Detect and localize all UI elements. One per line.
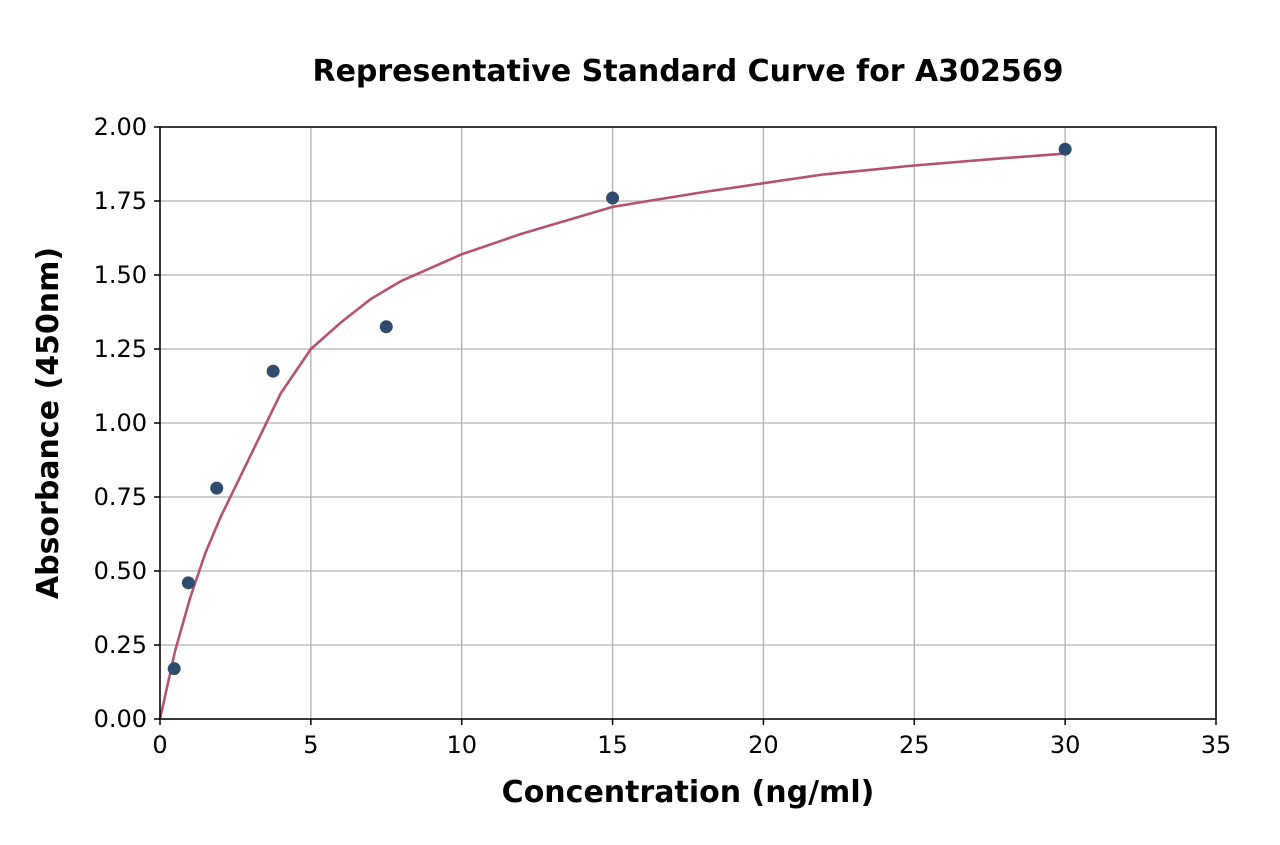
x-tick-label: 25: [899, 731, 930, 759]
y-tick-label: 0.75: [94, 483, 147, 511]
x-axis-label: Concentration (ng/ml): [502, 775, 875, 810]
x-tick-label: 30: [1050, 731, 1081, 759]
data-point: [379, 320, 393, 334]
x-tick-label: 15: [597, 731, 628, 759]
chart-title: Representative Standard Curve for A30256…: [312, 54, 1063, 89]
x-tick-label: 20: [748, 731, 779, 759]
x-tick-label: 10: [446, 731, 477, 759]
grid-lines: [159, 126, 1217, 720]
axis-ticks: 0 5 10 15 20 25 30 35 0.00 0.25 0.50 0.75 1.00 1.25 1.…: [94, 113, 1232, 759]
data-point: [606, 191, 620, 205]
x-tick-label: 0: [152, 731, 167, 759]
data-point: [1058, 142, 1072, 156]
data-point: [210, 481, 224, 495]
y-axis-label: Absorbance (450nm): [31, 247, 66, 599]
fitted-curve-layer: [158, 152, 1066, 720]
data-point: [181, 576, 195, 590]
fitted-curve-line: [158, 152, 1066, 720]
y-tick-label: 2.00: [94, 113, 147, 141]
y-tick-label: 0.50: [94, 557, 147, 585]
y-tick-label: 0.25: [94, 631, 147, 659]
y-tick-label: 1.25: [94, 335, 147, 363]
data-points-layer: [167, 142, 1072, 676]
data-point: [167, 662, 181, 676]
x-tick-label: 5: [303, 731, 318, 759]
y-tick-label: 1.00: [94, 409, 147, 437]
y-tick-label: 1.50: [94, 261, 147, 289]
y-tick-label: 0.00: [94, 705, 147, 733]
data-point: [266, 364, 280, 378]
x-tick-label: 35: [1201, 731, 1232, 759]
y-tick-label: 1.75: [94, 187, 147, 215]
